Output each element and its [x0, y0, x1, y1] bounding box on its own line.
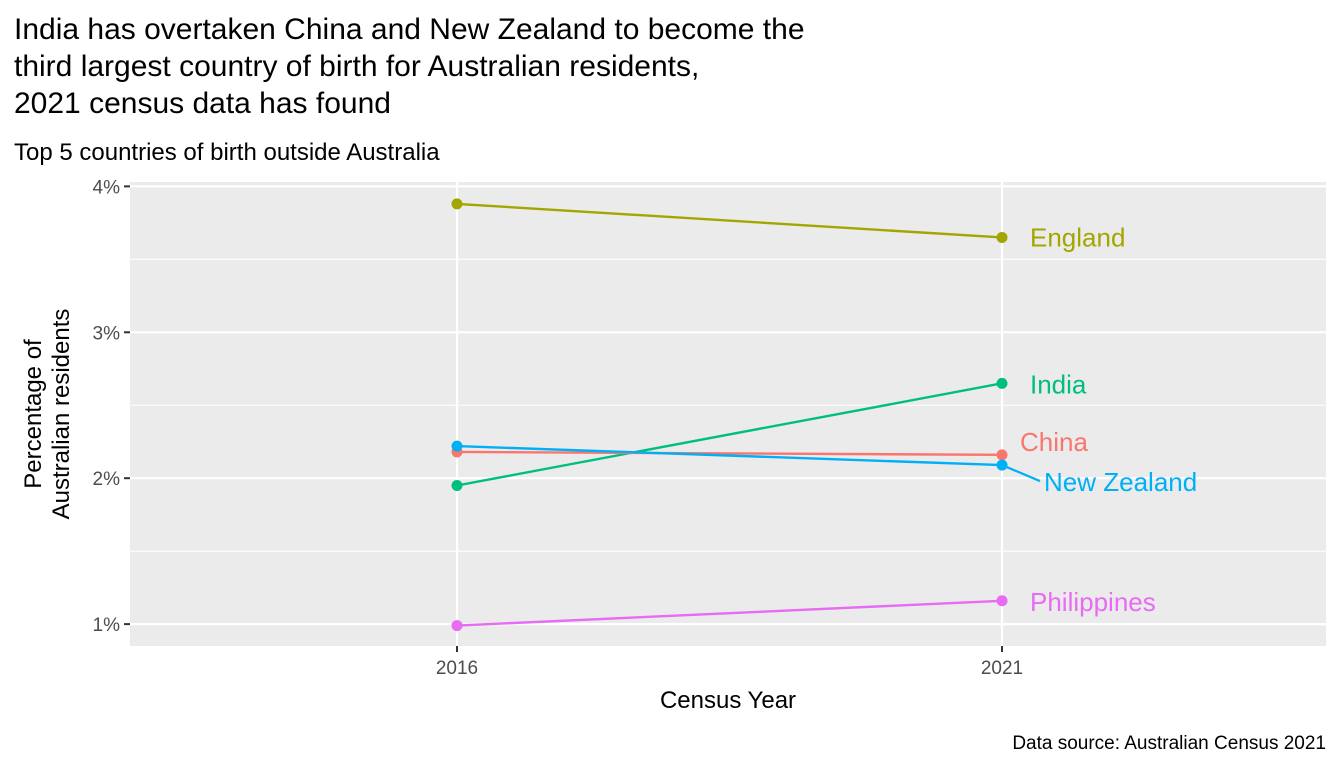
series-labels: England India China New Zealand Philippines — [1001, 222, 1197, 617]
y-axis-title: Percentage of Australian residents — [20, 309, 75, 520]
y-axis: 1% 2% 3% 4% — [93, 177, 130, 636]
chart-title-line-2: third largest country of birth for Austr… — [14, 50, 699, 83]
series-line-england — [456, 202, 1003, 239]
chart-title-line-3: 2021 census data has found — [14, 87, 391, 120]
chart-title: India has overtaken China and New Zealan… — [14, 13, 805, 120]
series-label-india: India — [1030, 369, 1087, 399]
data-point-philippines — [996, 595, 1008, 607]
data-point-india — [451, 479, 463, 491]
x-tick-label: 2016 — [436, 658, 478, 679]
label-leader-new-zealand — [1001, 464, 1041, 483]
plot-panel — [130, 182, 1326, 646]
y-tick-label: 1% — [93, 615, 121, 636]
series-line-india — [456, 382, 1003, 487]
chart-subtitle: Top 5 countries of birth outside Austral… — [14, 139, 440, 166]
y-tick-label: 3% — [93, 323, 121, 344]
series-line-china — [456, 450, 1003, 457]
series-line-new-zealand — [456, 444, 1003, 467]
y-axis-title-line-1: Percentage of — [20, 339, 47, 489]
y-tick-label: 4% — [93, 177, 121, 198]
series-label-england: England — [1030, 222, 1125, 252]
y-axis-title-line-2: Australian residents — [48, 309, 75, 520]
chart-caption: Data source: Australian Census 2021 — [1012, 733, 1326, 754]
x-axis-title: Census Year — [660, 687, 796, 714]
data-point-new-zealand — [451, 440, 463, 452]
data-point-india — [996, 377, 1008, 389]
series-label-new-zealand: New Zealand — [1044, 467, 1197, 497]
x-axis: 2016 2021 — [436, 646, 1023, 679]
series-label-philippines: Philippines — [1030, 587, 1156, 617]
chart-title-line-1: India has overtaken China and New Zealan… — [14, 13, 805, 46]
series-line-philippines — [456, 599, 1003, 627]
x-tick-label: 2021 — [981, 658, 1023, 679]
data-point-china — [996, 449, 1008, 461]
y-tick-label: 2% — [93, 469, 121, 490]
data-point-england — [996, 231, 1008, 243]
data-point-philippines — [451, 620, 463, 632]
series-lines — [451, 198, 1008, 632]
grid-lines — [130, 182, 1326, 646]
data-point-england — [451, 198, 463, 210]
series-label-china: China — [1020, 427, 1088, 457]
